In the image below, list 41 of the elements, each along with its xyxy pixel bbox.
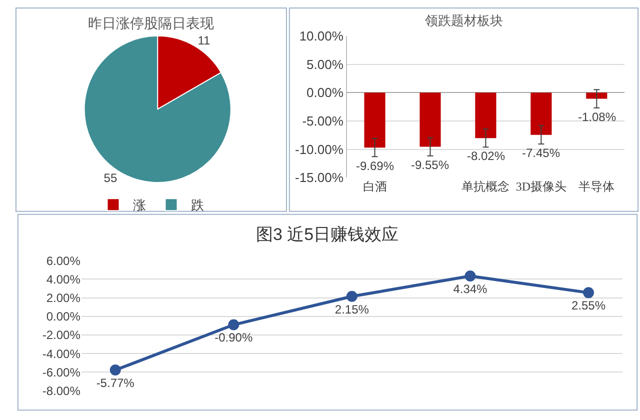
- chart-title: 图3 近5日赚钱效应: [256, 225, 399, 244]
- y-tick-label: -15.00%: [295, 170, 344, 186]
- y-tick-label: -4.00%: [42, 346, 81, 361]
- data-label: 11: [198, 33, 211, 48]
- y-tick-label: 6.00%: [46, 254, 81, 268]
- data-label: -5.77%: [96, 376, 135, 390]
- x-tick-label: 3D摄像头: [516, 180, 567, 194]
- y-tick-label: -2.00%: [42, 328, 81, 342]
- point: [346, 290, 358, 302]
- data-label: -7.45%: [522, 146, 560, 160]
- legend-label: 跌: [191, 198, 204, 213]
- point: [583, 287, 594, 298]
- data-label: -1.08%: [578, 110, 616, 124]
- y-tick-label: 5.00%: [306, 56, 344, 72]
- chart-title: 领跌题材板块: [425, 13, 503, 28]
- y-tick-label: 10.00%: [299, 28, 344, 44]
- data-label: -8.02%: [467, 149, 506, 163]
- data-label: 4.34%: [453, 282, 488, 296]
- y-tick-label: 0.00%: [306, 85, 344, 100]
- y-tick-label: -6.00%: [42, 365, 81, 380]
- point: [464, 270, 476, 282]
- y-tick-label: -8.00%: [42, 384, 81, 398]
- y-tick-label: -10.00%: [295, 142, 344, 157]
- y-tick-label: 4.00%: [46, 272, 81, 286]
- x-tick-label: 白酒: [362, 180, 387, 194]
- data-label: 2.15%: [334, 302, 370, 316]
- data-label: -9.55%: [411, 158, 450, 172]
- legend-label: 涨: [133, 198, 146, 213]
- pie-slice: [84, 35, 232, 183]
- x-tick-label: 半导体: [578, 180, 615, 194]
- point: [228, 319, 240, 330]
- data-label: 55: [104, 170, 118, 185]
- y-tick-label: 0.00%: [46, 310, 81, 324]
- point: [110, 364, 121, 376]
- chart-title: 昨日涨停股隔日表现: [88, 15, 214, 31]
- data-label: -9.69%: [356, 159, 394, 173]
- data-label: 2.55%: [571, 298, 606, 313]
- y-tick-label: 2.00%: [46, 290, 81, 305]
- y-tick-label: -5.00%: [302, 114, 344, 129]
- x-tick-label: 单抗概念: [462, 180, 510, 194]
- data-label: -0.90%: [214, 330, 253, 345]
